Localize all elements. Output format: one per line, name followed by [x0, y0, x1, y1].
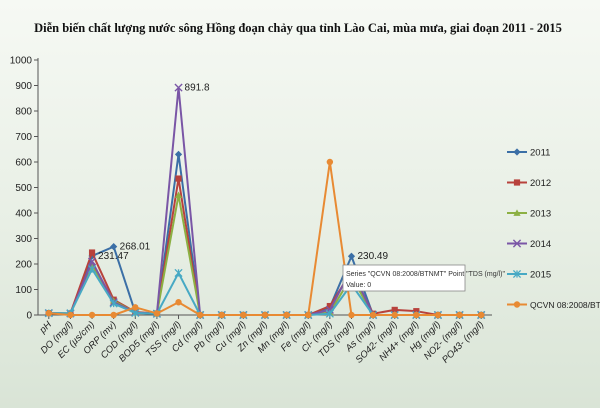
legend-marker-2011[interactable]: [513, 148, 521, 156]
legend-item-2014[interactable]: 2014: [507, 239, 551, 250]
y-tick-label-700: 700: [15, 132, 32, 143]
data-label-891-8: 891.8: [185, 83, 210, 94]
y-tick-label-1000: 1000: [10, 56, 33, 67]
data-point-qcvn-08-2008-btnmt-fe-mg-l[interactable]: [305, 311, 312, 319]
data-point-qcvn-08-2008-btnmt-so42-mg-l[interactable]: [391, 311, 398, 319]
data-point-qcvn-08-2008-btnmt-po43-mg-l[interactable]: [477, 311, 485, 319]
data-point-2011-tds-mg-l[interactable]: [347, 252, 356, 260]
data-point-2015-cl-mg-l[interactable]: [325, 309, 334, 318]
data-point-2012-ec-s-cm[interactable]: [88, 249, 96, 256]
y-tick-label-500: 500: [15, 183, 32, 194]
data-point-2014-tss-mg-l[interactable]: [174, 83, 183, 92]
data-point-2012-nh4-mg-l[interactable]: [413, 308, 420, 315]
hover-tooltip: Series "QCVN 08:2008/BTNMT" Point "TDS (…: [342, 264, 505, 292]
data-point-2014-ec-s-cm[interactable]: [87, 257, 97, 266]
y-tick-label-400: 400: [15, 209, 32, 220]
data-point-2015-orp-mv[interactable]: [109, 299, 118, 308]
data-point-2013-tss-mg-l[interactable]: [174, 191, 183, 199]
data-point-qcvn-08-2008-btnmt-do-mg-l[interactable]: [67, 311, 74, 319]
data-point-2015-cod-mg-l[interactable]: [131, 308, 140, 318]
data-point-qcvn-08-2008-btnmt-mn-mg-l[interactable]: [283, 311, 290, 319]
tooltip: Series "QCVN 08:2008/BTNMT" Point "TDS (…: [342, 264, 505, 292]
data-point-qcvn-08-2008-btnmt-cu-mg-l[interactable]: [240, 311, 247, 319]
legend-label: 2011: [530, 148, 550, 159]
data-point-2011-orp-mv[interactable]: [110, 243, 118, 251]
legend-marker-2013[interactable]: [513, 209, 521, 216]
y-tick-label-900: 900: [15, 81, 32, 92]
data-point-2012-tss-mg-l[interactable]: [175, 175, 182, 182]
tooltip-line-2: Value: 0: [346, 282, 371, 289]
tooltip-box: [342, 264, 466, 292]
legend-item-qcvn-08-2008-btnmt[interactable]: QCVN 08:2008/BTNMT: [507, 300, 600, 310]
data-label-268-01: 268.01: [120, 242, 151, 253]
tooltip-line-1: Series "QCVN 08:2008/BTNMT" Point "TDS (…: [346, 271, 505, 278]
y-tick-label-200: 200: [15, 260, 32, 271]
data-point-qcvn-08-2008-btnmt-cd-mg-l[interactable]: [196, 311, 204, 319]
data-point-2012-so42-mg-l[interactable]: [391, 306, 398, 313]
data-point-qcvn-08-2008-btnmt-no2-mg-l[interactable]: [456, 311, 463, 319]
data-point-2015-ec-s-cm[interactable]: [87, 265, 97, 274]
legend-label: 2013: [530, 209, 551, 220]
y-tick-label-0: 0: [26, 311, 32, 322]
data-point-qcvn-08-2008-btnmt-cl-mg-l[interactable]: [326, 158, 334, 166]
chart-title: Diễn biến chất lượng nước sông Hồng đoạn…: [34, 21, 562, 35]
legend-label: 2014: [530, 239, 551, 250]
data-point-qcvn-08-2008-btnmt-nh4-mg-l[interactable]: [413, 311, 420, 319]
legend-marker-2014[interactable]: [512, 239, 522, 248]
data-point-qcvn-08-2008-btnmt-zn-mg-l[interactable]: [261, 311, 269, 319]
legend-marker-2015[interactable]: [512, 269, 522, 279]
y-tick-label-600: 600: [15, 158, 32, 169]
legend-label: QCVN 08:2008/BTNMT: [530, 300, 600, 310]
series-qcvn-08-2008-btnmt: [45, 158, 485, 319]
y-tick-label-800: 800: [15, 107, 32, 118]
data-point-qcvn-08-2008-btnmt-as-mg-l[interactable]: [369, 311, 377, 319]
data-point-2011-tss-mg-l[interactable]: [174, 150, 183, 158]
data-point-qcvn-08-2008-btnmt-orp-mv[interactable]: [110, 311, 117, 319]
legend-label: 2012: [530, 178, 551, 189]
data-point-qcvn-08-2008-btnmt-ec-s-cm[interactable]: [88, 311, 96, 319]
y-tick-label-300: 300: [15, 234, 32, 245]
data-point-qcvn-08-2008-btnmt-ph[interactable]: [45, 310, 53, 317]
data-point-qcvn-08-2008-btnmt-pb-mg-l[interactable]: [218, 311, 225, 319]
legend-item-2015[interactable]: 2015: [507, 270, 551, 281]
data-point-qcvn-08-2008-btnmt-tds-mg-l[interactable]: [348, 311, 355, 319]
data-point-qcvn-08-2008-btnmt-hg-mg-l[interactable]: [434, 311, 442, 319]
x-tick-label-ph: pH: [37, 319, 54, 336]
legend-marker-2012[interactable]: [513, 179, 521, 186]
legend-label: 2015: [530, 270, 551, 281]
legend-marker-qcvn-08-2008-btnmt[interactable]: [513, 301, 521, 308]
data-point-qcvn-08-2008-btnmt-cod-mg-l[interactable]: [132, 304, 139, 311]
data-label-230-49: 230.49: [357, 251, 388, 262]
legend: 2011 2012 2013 2014 2015 QCVN 08:2008/BTNMT: [507, 148, 600, 310]
data-point-2014-cl-mg-l[interactable]: [325, 305, 334, 314]
data-point-qcvn-08-2008-btnmt-tss-mg-l[interactable]: [175, 299, 182, 306]
legend-item-2012[interactable]: 2012: [507, 178, 551, 189]
legend-item-2011[interactable]: 2011: [507, 148, 550, 159]
y-tick-label-100: 100: [15, 285, 32, 296]
data-point-2012-cl-mg-l[interactable]: [326, 302, 333, 310]
series-layer: [44, 83, 486, 320]
series-line-qcvn-08-2008-btnmt[interactable]: [48, 161, 482, 316]
data-point-qcvn-08-2008-btnmt-bod5-mg-l[interactable]: [153, 310, 161, 317]
legend-item-2013[interactable]: 2013: [507, 209, 551, 220]
data-point-2015-tss-mg-l[interactable]: [174, 268, 183, 277]
data-label-231-47: 231.47: [98, 251, 129, 262]
